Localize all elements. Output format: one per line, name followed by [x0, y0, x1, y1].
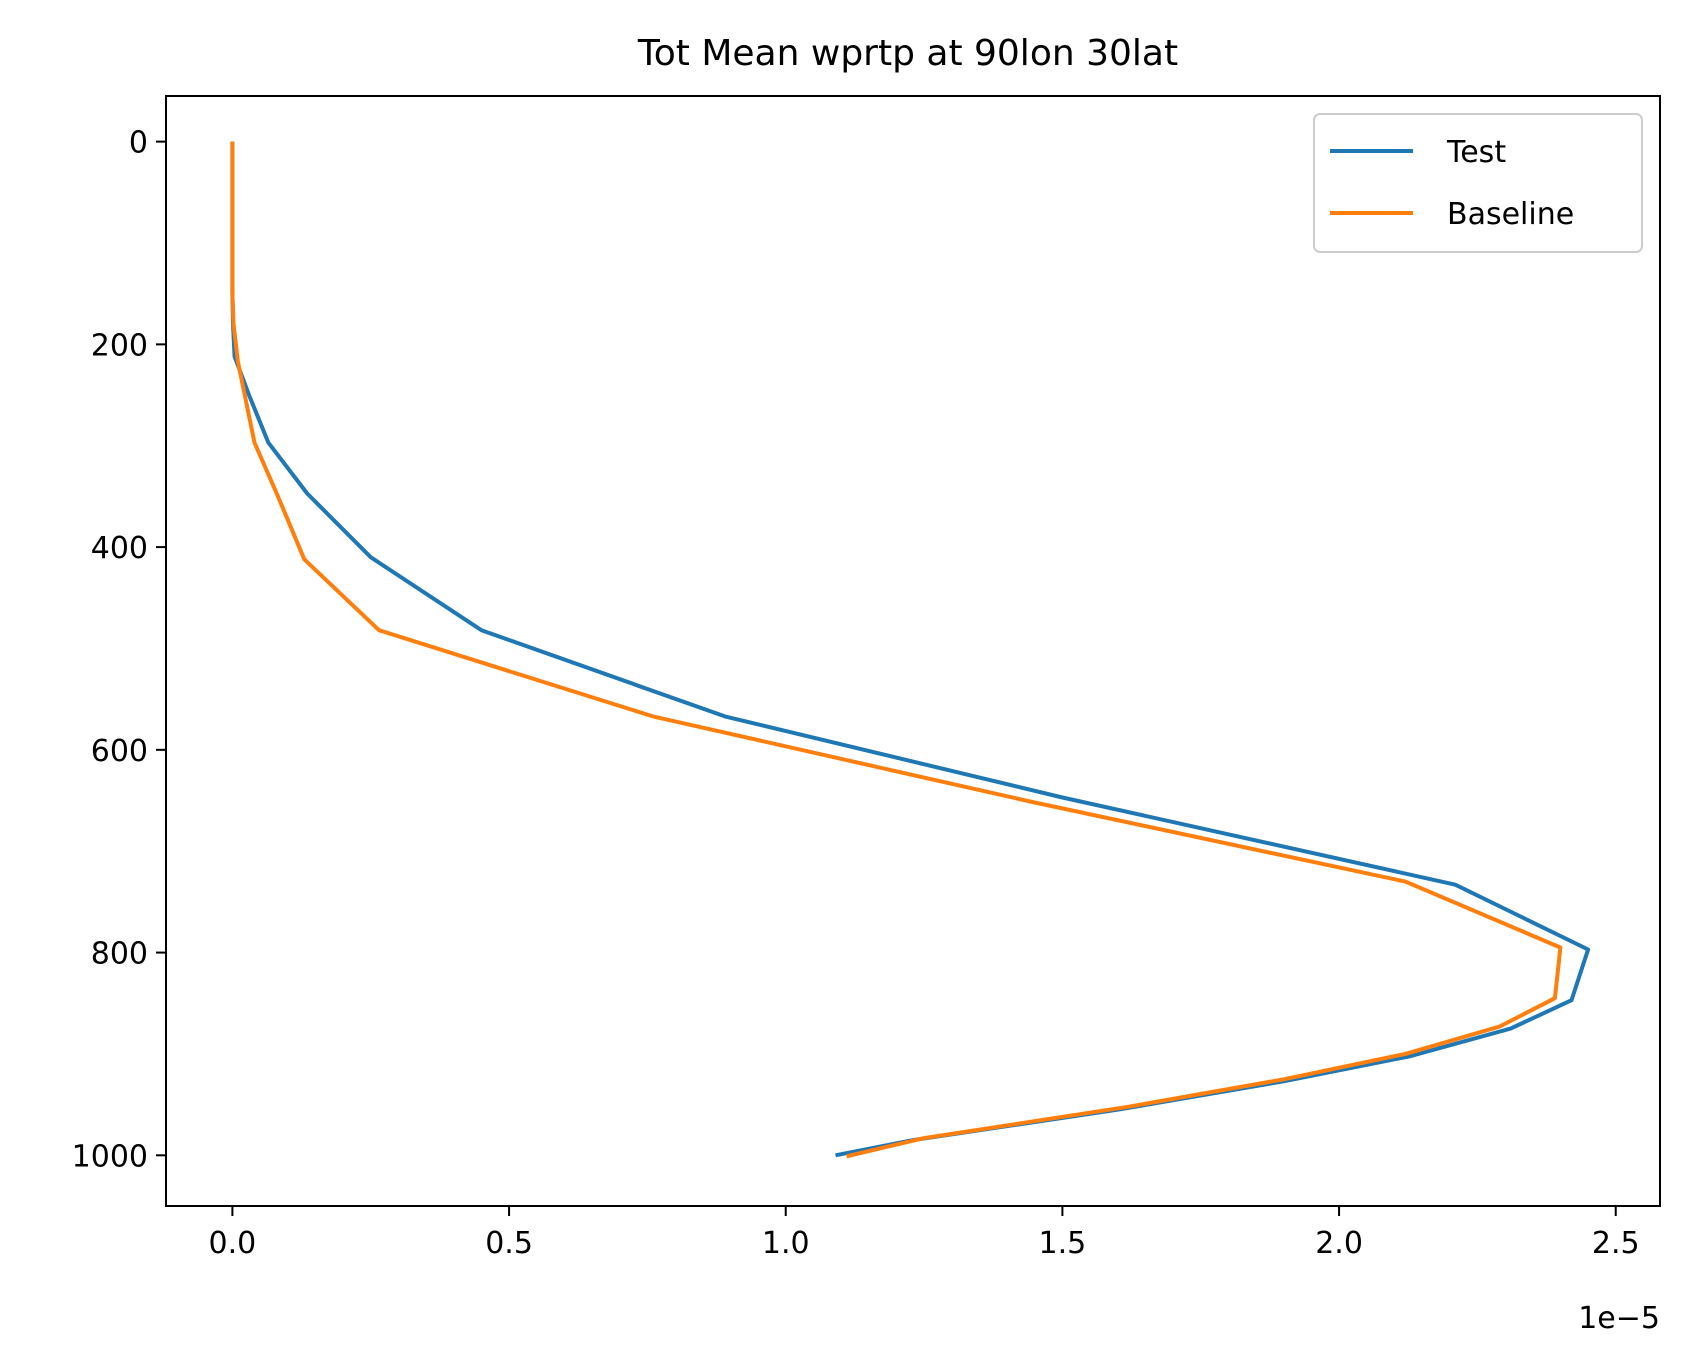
y-tick-label: 1000 — [72, 1139, 148, 1174]
y-tick-label: 800 — [91, 937, 148, 972]
x-tick-label: 2.5 — [1592, 1226, 1640, 1261]
y-tick-label: 400 — [91, 531, 148, 566]
x-tick-label: 2.0 — [1315, 1226, 1363, 1261]
x-axis: 0.0 0.5 1.0 1.5 2.0 2.5 — [209, 1206, 1640, 1261]
x-axis-offset-label: 1e−5 — [1578, 1301, 1660, 1336]
legend-label-test: Test — [1446, 135, 1506, 170]
plot-frame — [165, 95, 1661, 1207]
x-tick-label: 0.0 — [209, 1226, 257, 1261]
chart-title: Tot Mean wprtp at 90lon 30lat — [637, 33, 1178, 74]
y-axis: 0 200 400 600 800 1000 — [72, 126, 166, 1174]
x-tick-label: 1.0 — [762, 1226, 810, 1261]
y-tick-label: 600 — [91, 734, 148, 769]
legend: Test Baseline — [1313, 113, 1643, 253]
y-tick-label: 200 — [91, 328, 148, 363]
x-tick-label: 1.5 — [1039, 1226, 1087, 1261]
x-tick-label: 0.5 — [485, 1226, 533, 1261]
series-layer — [230, 141, 1591, 1159]
legend-label-baseline: Baseline — [1447, 197, 1574, 232]
y-tick-label: 0 — [129, 126, 148, 161]
legend-box — [1313, 113, 1643, 253]
series-line-baseline — [230, 141, 1563, 1159]
